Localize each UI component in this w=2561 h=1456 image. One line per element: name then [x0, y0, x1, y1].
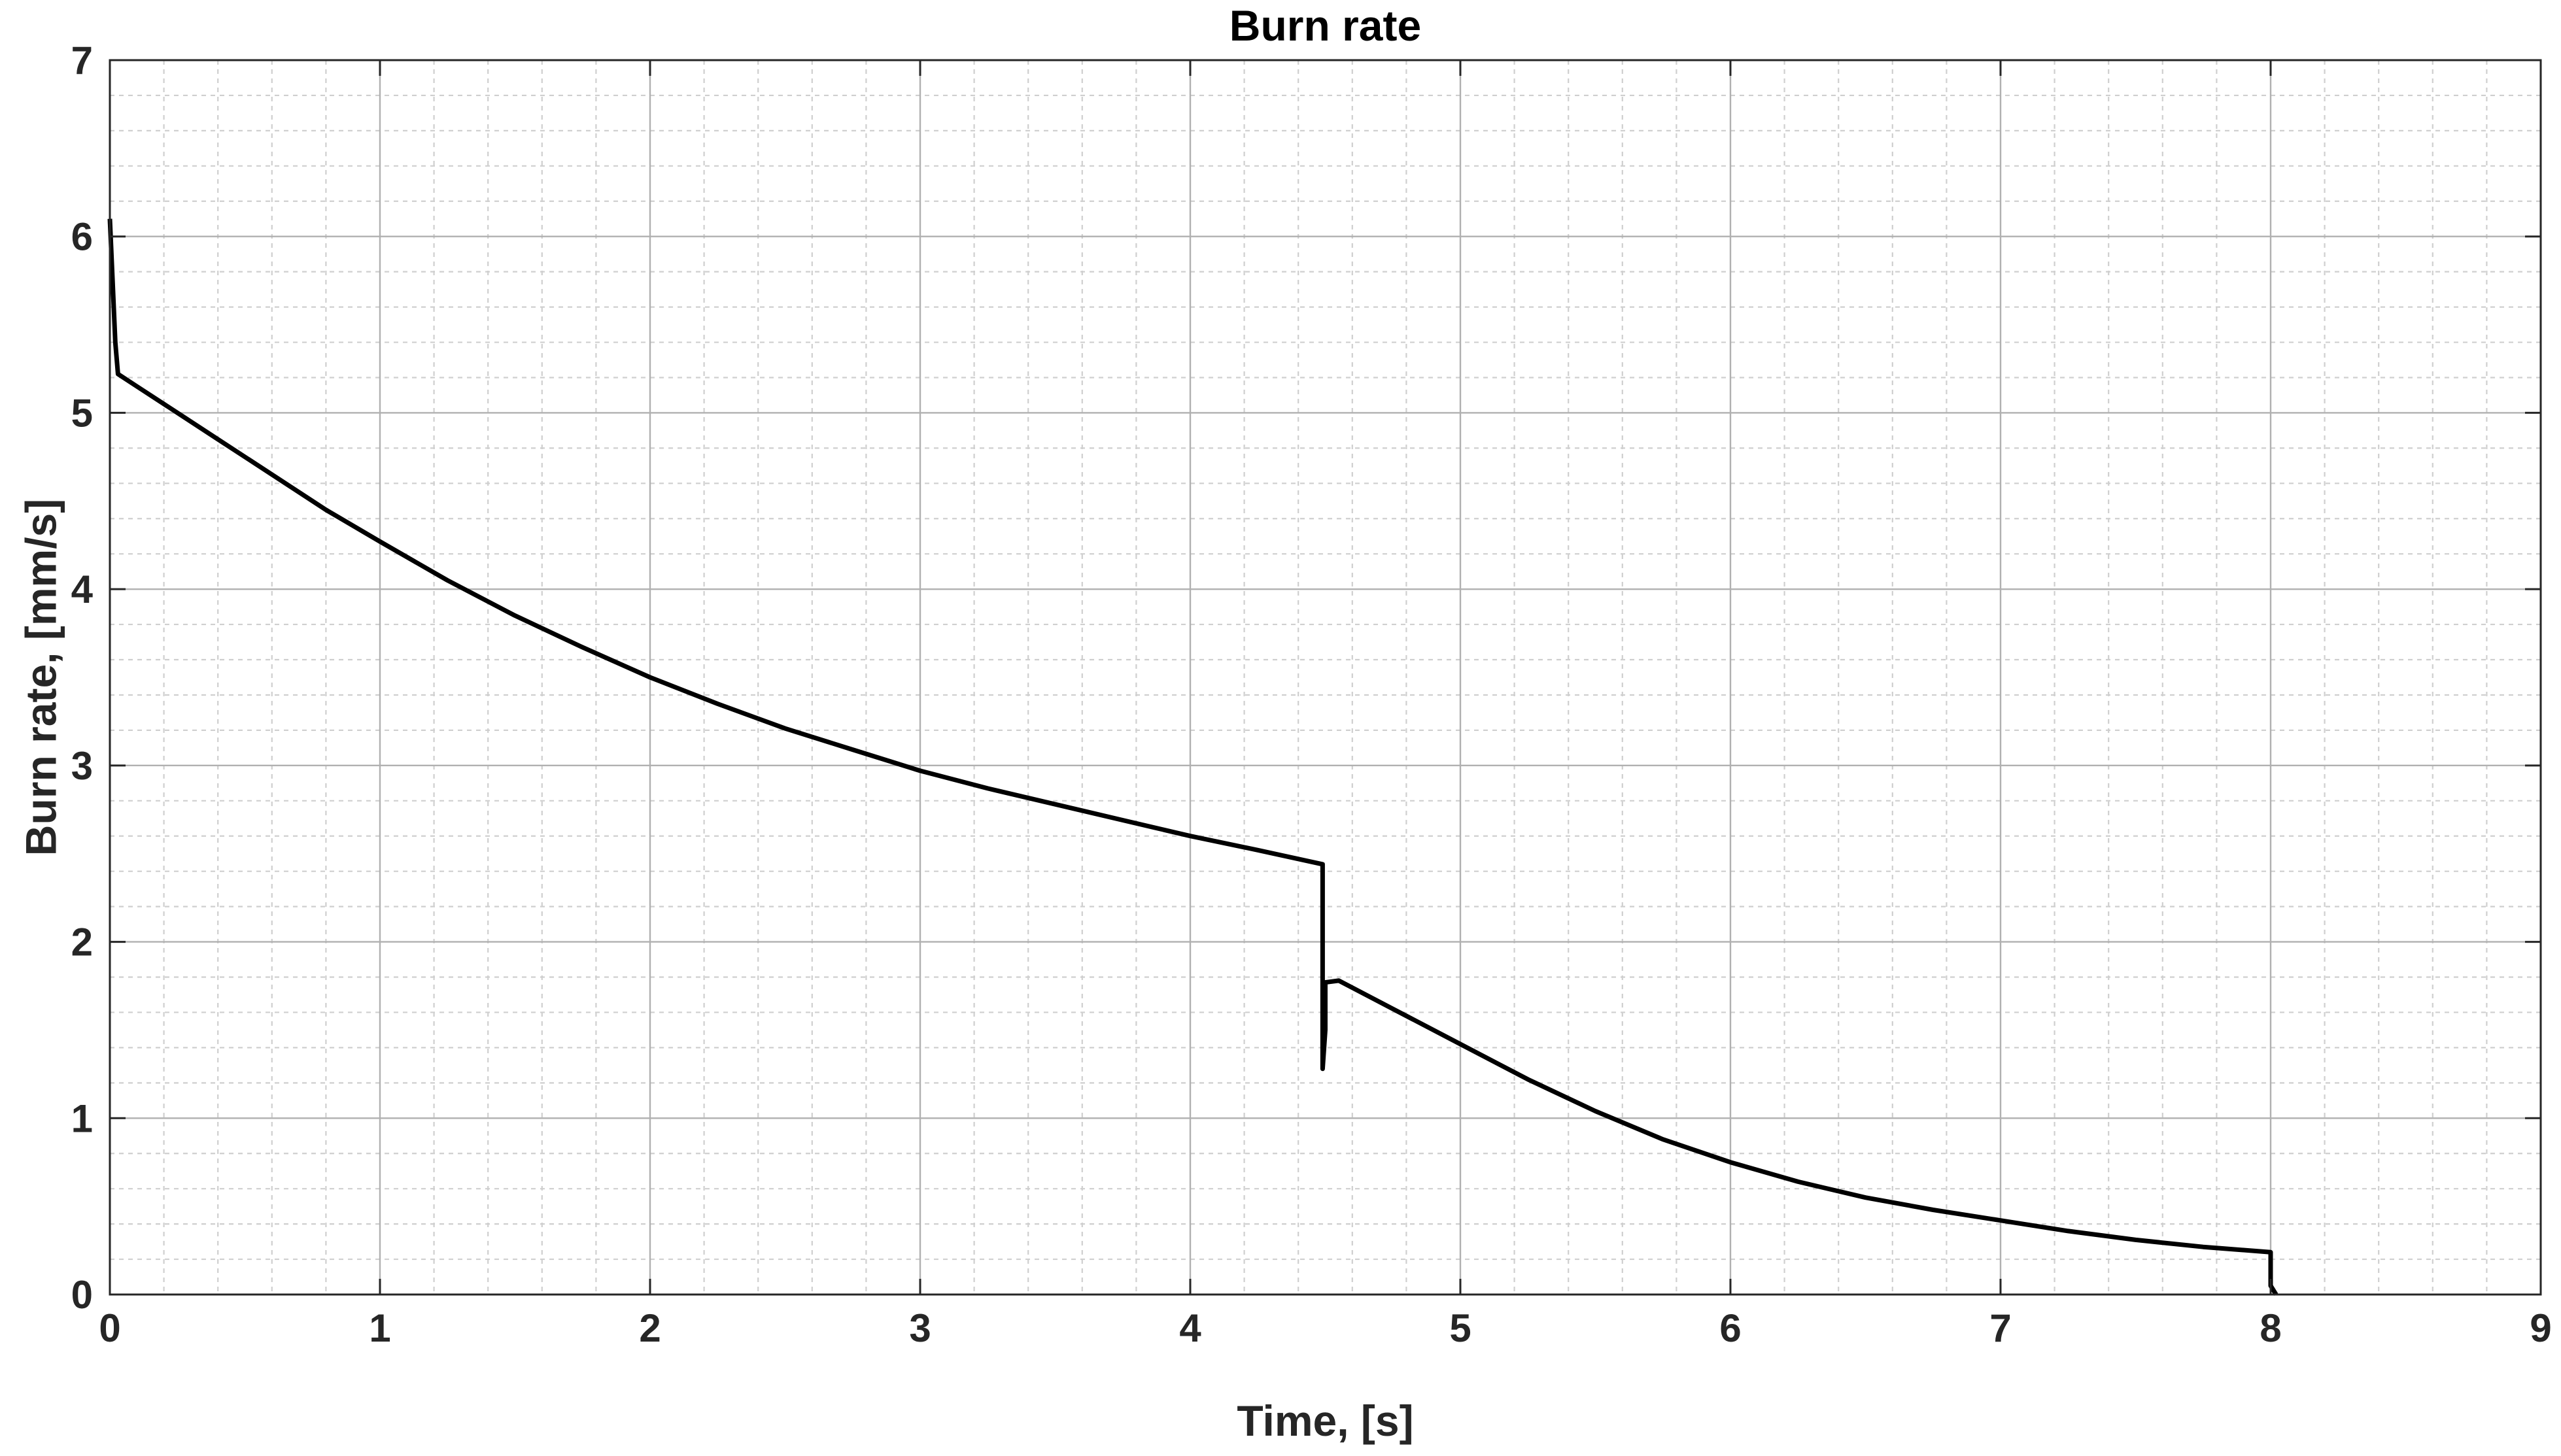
series-layer	[107, 218, 2278, 1296]
plot-frame	[109, 59, 2542, 1296]
y-tick-labels: 0 1 2 3 4 5 6 7	[71, 39, 94, 1317]
y-tick-label: 4	[71, 567, 94, 611]
x-tick-label: 6	[1719, 1306, 1741, 1350]
y-tick-label: 0	[71, 1273, 93, 1317]
major-grid	[110, 60, 2541, 1295]
x-tick-label: 9	[2530, 1306, 2551, 1350]
x-tick-label: 4	[1179, 1306, 1201, 1350]
x-tick-label: 5	[1449, 1306, 1471, 1350]
chart-title: Burn rate	[1229, 1, 1421, 50]
x-tick-label: 2	[639, 1306, 661, 1350]
series-line	[107, 218, 2278, 1296]
x-axis-label: Time, [s]	[1237, 1397, 1413, 1445]
x-tick-label: 3	[909, 1306, 931, 1350]
x-tick-label: 8	[2260, 1306, 2281, 1350]
y-tick-label: 3	[71, 744, 93, 788]
y-tick-label: 1	[71, 1096, 93, 1140]
y-tick-label: 2	[71, 921, 93, 964]
x-tick-labels: 0 1 2 3 4 5 6 7 8 9	[99, 1306, 2551, 1350]
y-axis-label: Burn rate, [mm/s]	[16, 499, 65, 856]
ticks	[109, 59, 2542, 1296]
y-tick-label: 6	[71, 215, 93, 259]
plot-area	[110, 60, 2541, 1295]
minor-grid	[110, 60, 2541, 1295]
x-tick-label: 0	[99, 1306, 120, 1350]
y-tick-label: 5	[71, 391, 93, 435]
y-tick-label: 7	[71, 39, 93, 82]
x-tick-label: 7	[1989, 1306, 2011, 1350]
x-tick-label: 1	[369, 1306, 390, 1350]
